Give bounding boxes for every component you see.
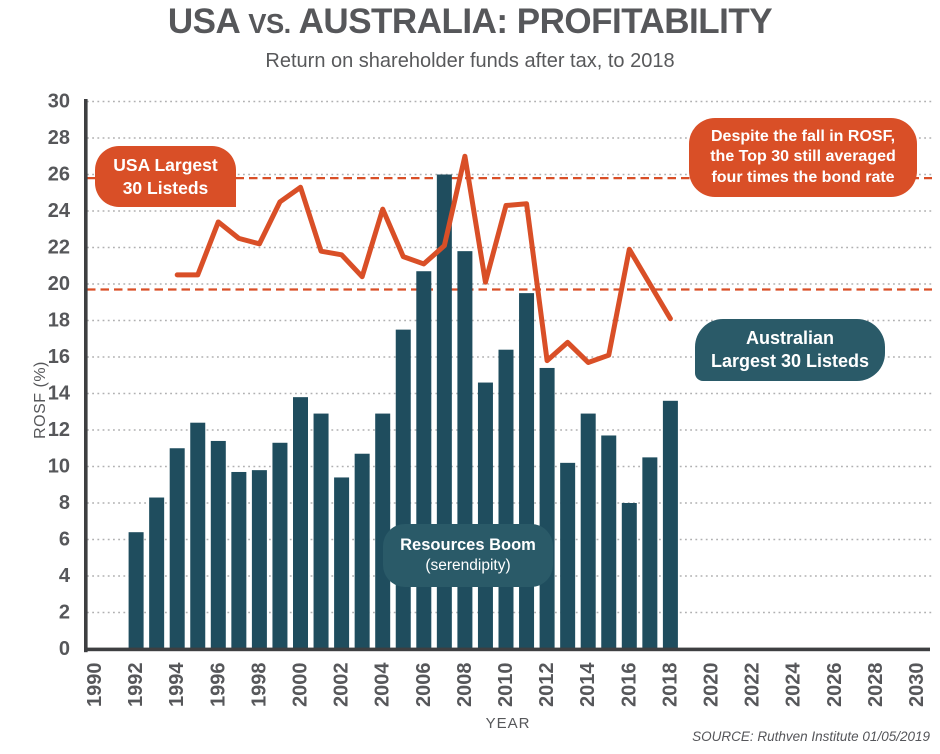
svg-text:30: 30 <box>48 91 70 113</box>
svg-text:4: 4 <box>59 565 71 587</box>
bar-2006 <box>416 271 432 649</box>
bar-2018 <box>662 400 678 649</box>
bar-1999 <box>272 442 288 649</box>
bar-1997 <box>231 471 247 649</box>
svg-text:2018: 2018 <box>659 663 681 708</box>
svg-text:2000: 2000 <box>290 663 312 708</box>
chart-title-part2: AUSTRALIA: PROFITABILITY <box>290 2 773 41</box>
svg-text:1990: 1990 <box>84 663 106 708</box>
svg-text:12: 12 <box>48 419 70 441</box>
svg-text:22: 22 <box>48 237 70 259</box>
bar-2005 <box>395 329 411 649</box>
source-note: SOURCE: Ruthven Institute 01/05/2019 <box>692 729 930 744</box>
bar-1998 <box>251 470 267 649</box>
y-axis-title: ROSF (%) <box>32 361 49 439</box>
svg-text:8: 8 <box>59 492 70 514</box>
chart-title-part1: USA <box>167 2 249 41</box>
resources-boom-line1: Resources Boom <box>400 535 536 554</box>
aus-series-badge: Australian Largest 30 Listeds <box>695 319 885 381</box>
bar-2008 <box>457 251 473 649</box>
svg-text:2002: 2002 <box>331 663 353 708</box>
bar-2001 <box>313 413 329 649</box>
svg-text:2014: 2014 <box>577 662 599 707</box>
bar-2004 <box>375 413 391 649</box>
usa-series-badge-line2: 30 Listeds <box>122 177 209 198</box>
svg-text:26: 26 <box>48 164 70 186</box>
bond-rate-note-line2: the Top 30 still averaged <box>710 148 896 166</box>
bar-2002 <box>334 477 350 649</box>
bar-2000 <box>293 397 308 649</box>
x-axis-title: YEAR <box>485 715 531 732</box>
usa-line <box>174 153 673 365</box>
axes <box>84 99 930 653</box>
svg-text:2024: 2024 <box>783 662 805 707</box>
bar-2012 <box>539 367 555 649</box>
bar-2017 <box>642 457 658 649</box>
svg-text:18: 18 <box>48 310 70 332</box>
svg-text:20: 20 <box>48 273 70 295</box>
svg-text:2006: 2006 <box>413 663 435 708</box>
bar-1993 <box>149 497 165 649</box>
svg-text:2028: 2028 <box>865 663 887 708</box>
svg-text:2: 2 <box>59 602 70 624</box>
bar-2013 <box>560 462 576 649</box>
svg-text:2016: 2016 <box>618 663 640 708</box>
svg-text:6: 6 <box>59 529 70 551</box>
chart-title-vs: vs. <box>248 8 291 39</box>
svg-text:2030: 2030 <box>906 663 928 708</box>
bond-rate-note-badge: Despite the fall in ROSF, the Top 30 sti… <box>689 118 917 197</box>
svg-text:10: 10 <box>48 456 70 478</box>
svg-text:2010: 2010 <box>495 663 517 708</box>
svg-text:2026: 2026 <box>824 663 846 708</box>
svg-text:2004: 2004 <box>372 662 394 707</box>
svg-text:2008: 2008 <box>454 663 476 708</box>
aus-series-badge-line1: Australian <box>745 327 835 348</box>
aus-series-badge-line2: Largest 30 Listeds <box>710 351 870 371</box>
svg-text:24: 24 <box>48 200 71 222</box>
svg-text:14: 14 <box>48 383 71 405</box>
resources-boom-badge: Resources Boom (serendipity) <box>383 524 553 587</box>
usa-series-badge: USA Largest 30 Listeds <box>95 146 236 207</box>
svg-text:2022: 2022 <box>742 663 764 708</box>
svg-text:1998: 1998 <box>248 663 270 708</box>
svg-text:1994: 1994 <box>166 662 188 707</box>
x-tick-labels: 1990 1992 1994 1996 1998 2000 2002 2004 2006 2008… <box>84 662 928 707</box>
bar-1995 <box>190 422 206 649</box>
resources-boom-line2: (serendipity) <box>425 557 511 575</box>
svg-text:1996: 1996 <box>207 663 229 708</box>
svg-text:2012: 2012 <box>536 663 558 708</box>
svg-text:1992: 1992 <box>125 663 147 708</box>
svg-text:0: 0 <box>59 638 70 660</box>
bar-2016 <box>621 503 637 649</box>
bar-2015 <box>601 435 617 649</box>
svg-text:16: 16 <box>48 346 70 368</box>
bar-2009 <box>477 382 493 649</box>
bond-rate-note-line1: Despite the fall in ROSF, <box>710 128 896 146</box>
bar-1992 <box>128 532 144 649</box>
bar-2010 <box>498 349 514 649</box>
bar-2003 <box>354 453 370 649</box>
bar-2014 <box>580 413 596 649</box>
bar-1994 <box>169 448 185 649</box>
svg-text:28: 28 <box>48 127 70 149</box>
chart-title: USA vs. AUSTRALIA: PROFITABILITY <box>0 2 940 42</box>
usa-series-badge-line1: USA Largest <box>113 154 218 175</box>
bar-2011 <box>519 293 535 649</box>
bond-rate-note-line3: four times the bond rate <box>711 168 895 186</box>
svg-text:2020: 2020 <box>701 663 723 708</box>
chart-subtitle: Return on shareholder funds after tax, t… <box>265 50 675 72</box>
bar-1996 <box>210 440 226 649</box>
